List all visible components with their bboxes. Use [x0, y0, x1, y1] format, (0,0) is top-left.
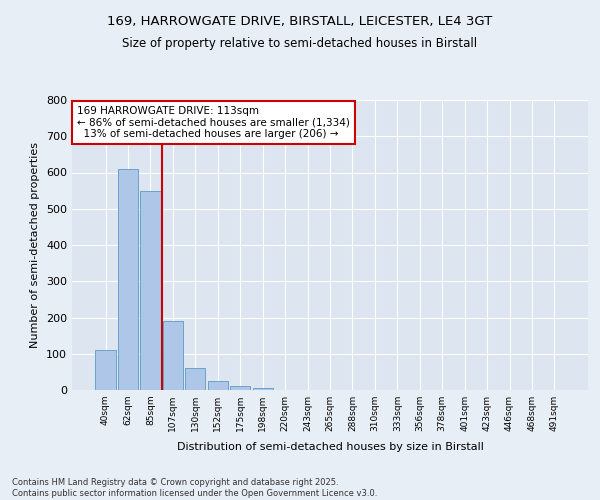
Text: Contains HM Land Registry data © Crown copyright and database right 2025.
Contai: Contains HM Land Registry data © Crown c… — [12, 478, 377, 498]
Bar — [95, 350, 116, 390]
Text: 169 HARROWGATE DRIVE: 113sqm
← 86% of semi-detached houses are smaller (1,334)
 : 169 HARROWGATE DRIVE: 113sqm ← 86% of se… — [77, 106, 350, 139]
Bar — [140, 192, 161, 390]
Bar — [118, 169, 138, 390]
Bar — [230, 386, 250, 390]
Bar — [185, 368, 205, 390]
Bar — [163, 321, 183, 390]
Text: Distribution of semi-detached houses by size in Birstall: Distribution of semi-detached houses by … — [176, 442, 484, 452]
Y-axis label: Number of semi-detached properties: Number of semi-detached properties — [31, 142, 40, 348]
Bar — [208, 381, 228, 390]
Text: Size of property relative to semi-detached houses in Birstall: Size of property relative to semi-detach… — [122, 38, 478, 51]
Text: 169, HARROWGATE DRIVE, BIRSTALL, LEICESTER, LE4 3GT: 169, HARROWGATE DRIVE, BIRSTALL, LEICEST… — [107, 15, 493, 28]
Bar — [253, 388, 273, 390]
